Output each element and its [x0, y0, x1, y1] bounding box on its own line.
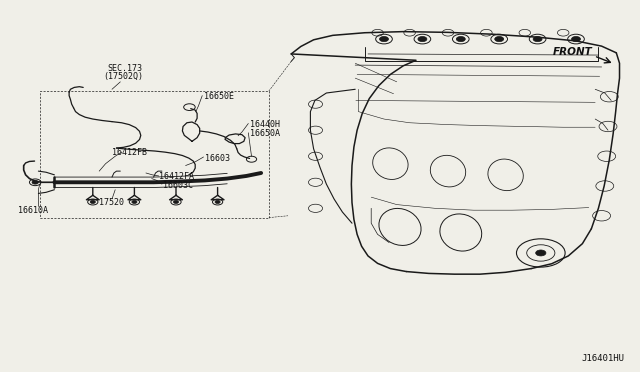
- Circle shape: [90, 201, 95, 203]
- Text: (17502Q): (17502Q): [104, 72, 144, 81]
- Text: 16610A: 16610A: [18, 206, 48, 215]
- Circle shape: [533, 36, 542, 42]
- Text: 16412FB: 16412FB: [112, 148, 147, 157]
- Circle shape: [173, 201, 179, 203]
- Text: 16650E: 16650E: [204, 92, 234, 101]
- Circle shape: [215, 201, 220, 203]
- Circle shape: [132, 201, 137, 203]
- Text: FRONT: FRONT: [553, 47, 593, 57]
- Circle shape: [32, 180, 38, 184]
- Text: SEC.173: SEC.173: [108, 64, 143, 73]
- Circle shape: [456, 36, 465, 42]
- Text: 16603C: 16603C: [163, 182, 193, 190]
- Circle shape: [495, 36, 504, 42]
- Circle shape: [418, 36, 427, 42]
- Text: 16440H: 16440H: [250, 120, 280, 129]
- Circle shape: [572, 36, 580, 42]
- Text: 16603: 16603: [205, 154, 230, 163]
- Text: J16401HU: J16401HU: [581, 354, 624, 363]
- Text: 17520: 17520: [99, 198, 124, 207]
- Text: 16412FA: 16412FA: [159, 172, 194, 181]
- Text: 16650A: 16650A: [250, 129, 280, 138]
- Circle shape: [536, 250, 546, 256]
- Circle shape: [380, 36, 388, 42]
